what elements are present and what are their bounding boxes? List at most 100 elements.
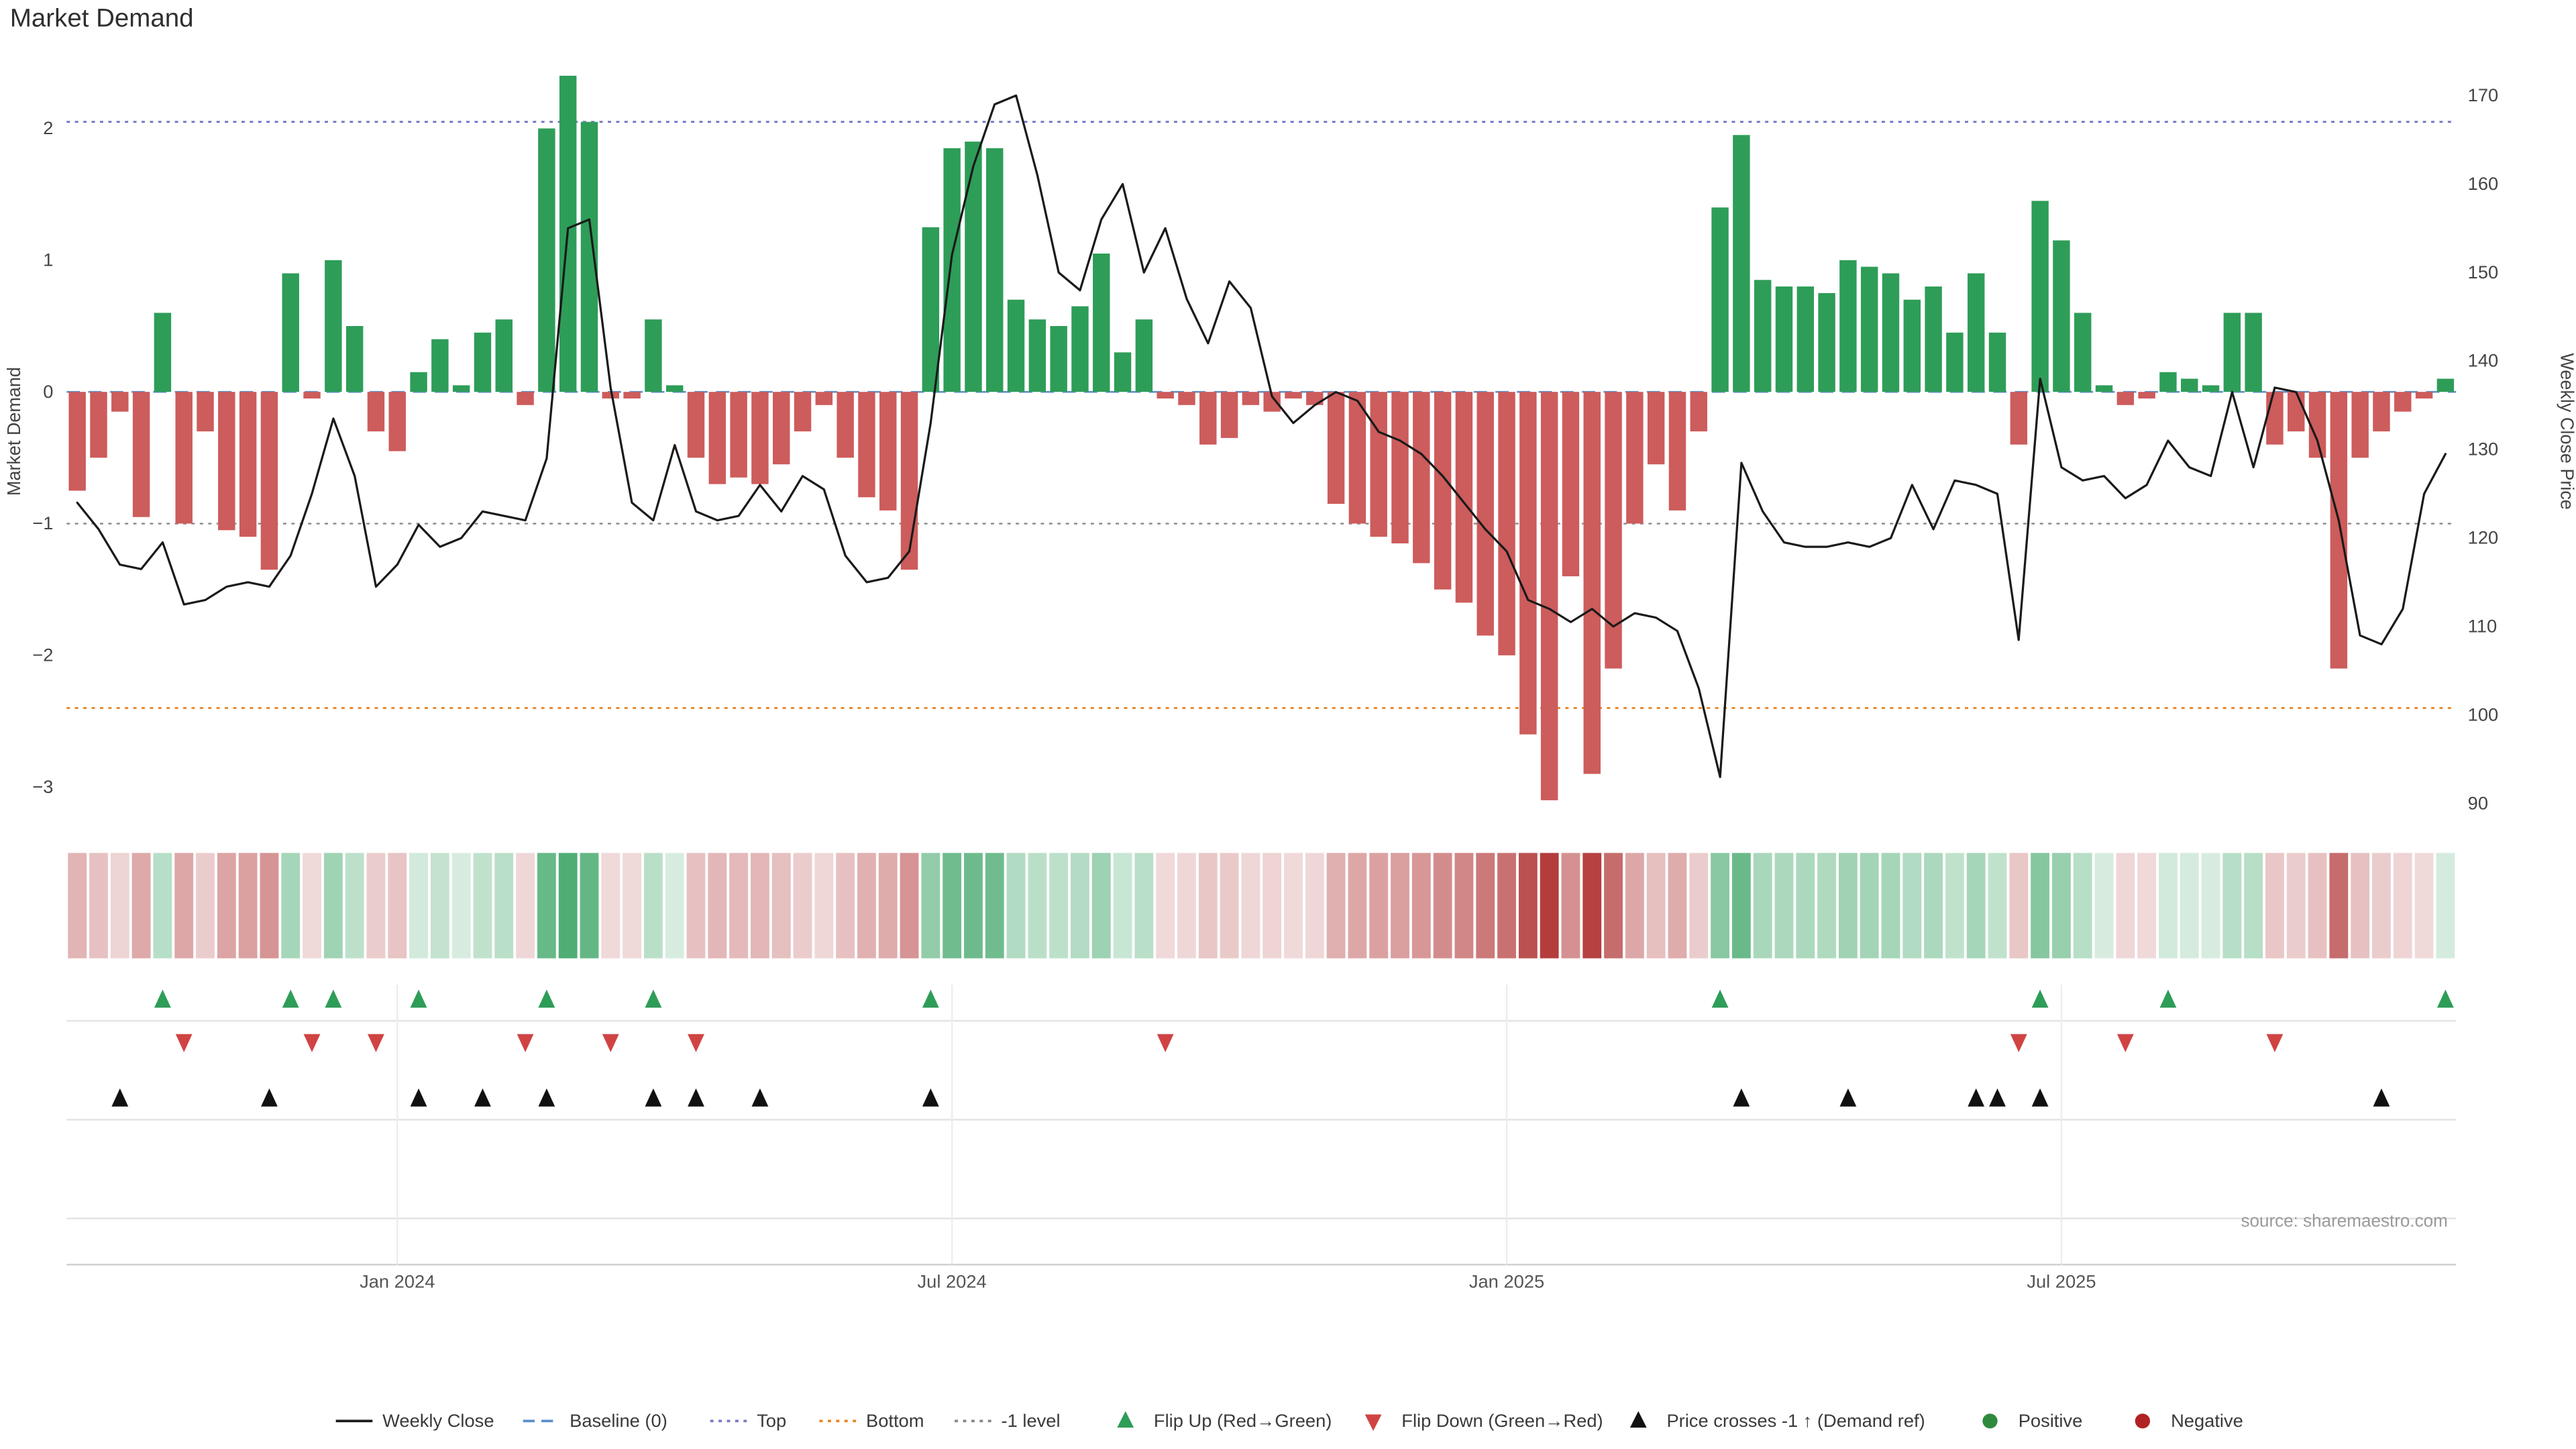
heatmap-cell <box>921 853 941 959</box>
legend-item-circle[interactable]: Positive <box>1982 1410 2082 1431</box>
heatmap-cell <box>110 853 129 959</box>
heatmap-cell <box>1518 853 1538 959</box>
heatmap-cell <box>1817 853 1836 959</box>
heatmap-cell <box>1796 853 1815 959</box>
flip-up-marker <box>2031 989 2049 1008</box>
legend-item-dash[interactable]: Baseline (0) <box>523 1410 667 1431</box>
heatmap-cell <box>516 853 535 959</box>
heatmap-cell <box>260 853 279 959</box>
heatmap-cell <box>2308 853 2327 959</box>
demand-bar-negative <box>2351 392 2369 458</box>
heatmap-cell <box>2414 853 2434 959</box>
heatmap-cell <box>985 853 1004 959</box>
demand-bar-positive <box>1818 292 1835 392</box>
heatmap-cell <box>131 853 151 959</box>
legend-item-dot[interactable]: Bottom <box>819 1410 924 1431</box>
price-cross-marker <box>410 1088 427 1107</box>
demand-bar-negative <box>2415 392 2433 398</box>
legend-item-tri-up[interactable]: Flip Up (Red→Green) <box>1117 1410 1332 1431</box>
legend-item-dot[interactable]: Top <box>710 1410 787 1431</box>
heatmap-cell <box>1177 853 1196 959</box>
legend-label: -1 level <box>1002 1410 1061 1431</box>
heatmap-cell <box>943 853 962 959</box>
heatmap-cell <box>1881 853 1900 959</box>
right-tick-label: 130 <box>2468 439 2499 460</box>
legend-label: Flip Down (Green→Red) <box>1401 1410 1603 1431</box>
heatmap-cell <box>323 853 343 959</box>
flip-up-marker <box>922 989 939 1008</box>
price-cross-marker <box>688 1088 704 1107</box>
demand-bar-negative <box>1690 392 1707 432</box>
legend-item-tri-up[interactable]: Price crosses -1 ↑ (Demand ref) <box>1629 1410 1925 1431</box>
month-tick-label: Jul 2024 <box>918 1271 987 1292</box>
price-cross-marker <box>645 1088 662 1107</box>
demand-bar-negative <box>815 392 833 405</box>
heatmap-cell <box>601 853 621 959</box>
demand-bar-negative <box>239 392 257 537</box>
heatmap-cell <box>1902 853 1922 959</box>
legend-label: Weekly Close <box>382 1410 494 1431</box>
demand-bar-negative <box>1220 392 1238 438</box>
heatmap-cell <box>708 853 727 959</box>
heatmap-cell <box>580 853 599 959</box>
flip-up-marker <box>282 989 299 1008</box>
demand-bar-negative <box>1626 392 1644 524</box>
heatmap-cell <box>2393 853 2412 959</box>
legend-item-tri-down[interactable]: Flip Down (Green→Red) <box>1364 1410 1603 1431</box>
left-tick-label: −1 <box>32 513 53 533</box>
flip-up-marker <box>2159 989 2177 1008</box>
heatmap-cell <box>451 853 471 959</box>
heatmap-cell <box>1028 853 1047 959</box>
legend-item-dot[interactable]: -1 level <box>955 1410 1061 1431</box>
demand-bar-negative <box>1178 392 1195 405</box>
heatmap-cell <box>1263 853 1282 959</box>
demand-bar-negative <box>708 392 727 484</box>
flip-down-marker <box>368 1034 384 1053</box>
demand-bar-positive <box>1839 260 1857 392</box>
demand-bar-positive <box>1882 273 1900 392</box>
right-tick-label: 170 <box>2468 85 2499 105</box>
heatmap-cell <box>1369 853 1389 959</box>
heatmap-cell <box>1860 853 1879 959</box>
heatmap-cell <box>1731 853 1751 959</box>
demand-bar-negative <box>2010 392 2028 445</box>
heatmap-cell <box>281 853 301 959</box>
flip-up-marker <box>2436 989 2454 1008</box>
flip-down-marker <box>303 1034 321 1053</box>
demand-bar-positive <box>2053 240 2070 392</box>
heatmap-cell <box>2073 853 2092 959</box>
heatmap-cell <box>1391 853 1409 959</box>
heatmap-cell <box>1134 853 1154 959</box>
demand-bar-negative <box>388 392 406 451</box>
flip-down-marker <box>517 1034 534 1053</box>
demand-bar-negative <box>367 392 385 432</box>
demand-bar-positive <box>965 142 982 392</box>
demand-bar-negative <box>1519 392 1537 735</box>
right-tick-label: 90 <box>2468 793 2488 814</box>
grid-lines <box>66 984 2457 1266</box>
demand-bar-negative <box>794 392 812 432</box>
heatmap-cell <box>1924 853 1943 959</box>
heatmap-cell <box>2116 853 2135 959</box>
heatmap-cell <box>174 853 194 959</box>
heatmap-cell <box>836 853 855 959</box>
right-tick-label: 100 <box>2468 704 2499 725</box>
heatmap-cell <box>217 853 236 959</box>
legend-item-circle[interactable]: Negative <box>2135 1410 2243 1431</box>
heatmap-cell <box>2031 853 2050 959</box>
heatmap-cell <box>1198 853 1218 959</box>
demand-bar-negative <box>517 392 534 405</box>
heatmap-cell <box>2351 853 2370 959</box>
heatmap-cell <box>473 853 492 959</box>
left-tick-label: 1 <box>43 250 53 270</box>
flip-up-marker <box>325 989 342 1008</box>
price-cross-marker <box>1989 1088 2006 1107</box>
demand-bar-positive <box>538 128 555 392</box>
demand-bar-positive <box>2436 378 2455 392</box>
heatmap-cell <box>558 853 578 959</box>
legend-item-line[interactable]: Weekly Close <box>335 1410 494 1431</box>
heatmap-cell <box>2286 853 2306 959</box>
left-tick-label: −3 <box>32 776 53 797</box>
page-title: Market Demand <box>10 3 194 32</box>
